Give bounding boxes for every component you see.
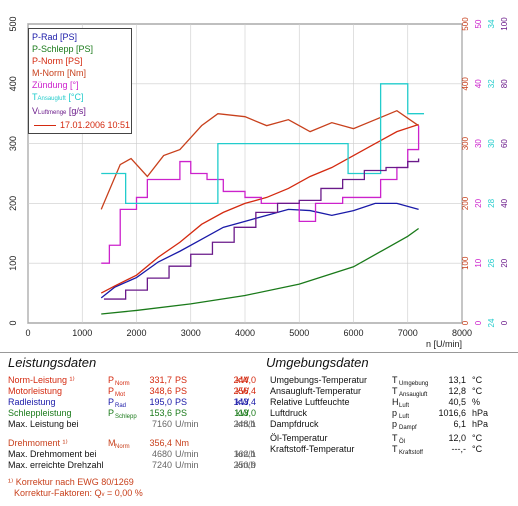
right-axis-tick-label: 30 — [487, 139, 496, 148]
legend-item: M-Norm [Nm] — [32, 68, 86, 78]
series-line — [101, 125, 420, 264]
legend-item: P-Schlepp [PS] — [32, 44, 94, 54]
series-line — [103, 158, 420, 300]
right-axis-tick-label: 400 — [461, 77, 470, 91]
performance-row: Norm-Leistung ¹⁾ P Norm 331,7 PS 244,0 kW — [8, 375, 256, 387]
right-axis-tick-label: 26 — [487, 258, 496, 267]
right-axis-tick-label: 20 — [500, 258, 509, 267]
right-axis-tick-label: 20 — [474, 198, 483, 207]
right-panel-title: Umgebungsdaten — [266, 355, 369, 370]
right-axis-tick-label: 40 — [500, 198, 509, 207]
performance-row: Max. Leistung bei 7160 U/min 248,1 km/h — [8, 419, 256, 429]
right-axis-tick-label: 80 — [500, 79, 509, 88]
y-tick-label: 400 — [8, 76, 18, 91]
x-tick-label: 8000 — [452, 328, 472, 338]
performance-row: Max. Drehmoment bei 4680 U/min 162,1 km/h — [8, 449, 256, 459]
y-tick-label: 500 — [8, 16, 18, 31]
legend-item: TAnsaugluft [°C] — [32, 92, 84, 102]
right-axis-tick-label: 60 — [500, 139, 509, 148]
x-tick-label: 1000 — [72, 328, 92, 338]
right-panel: Umgebungsdaten Umgebungs-Temperatur T Umge… — [258, 352, 518, 506]
series-line — [101, 83, 425, 205]
environment-row: Luftdruck p Luft 1016,6 hPa — [270, 408, 489, 420]
environment-row: Umgebungs-Temperatur T Umgebung 13,1 °C — [270, 375, 483, 387]
performance-row: Schleppleistung P Schlepp 153,6 PS 113,0 kW — [8, 408, 256, 420]
legend-item: P-Norm [PS] — [32, 56, 83, 66]
series-line — [101, 227, 419, 315]
right-axis-tick-label: 500 — [461, 17, 470, 31]
legend-item: P-Rad [PS] — [32, 32, 78, 42]
right-axis-tick-label: 32 — [487, 79, 496, 88]
footnote-2: Korrektur-Faktoren: Qv = 0,00 % — [14, 488, 143, 498]
left-panel-title: Leistungsdaten — [8, 355, 97, 370]
right-axis-tick-label: 0 — [474, 320, 483, 325]
x-tick-label: 7000 — [398, 328, 418, 338]
right-axis-tick-label: 0 — [500, 320, 509, 325]
performance-row: Drehmoment ¹⁾ M Norm 356,4 Nm — [8, 438, 189, 450]
right-axis-tick-label: 24 — [487, 318, 496, 327]
y-tick-label: 100 — [8, 256, 18, 271]
right-axis-tick-label: 200 — [461, 196, 470, 210]
x-tick-label: 3000 — [181, 328, 201, 338]
series-line — [100, 123, 419, 294]
right-axis-tick-label: 28 — [487, 198, 496, 207]
right-axis-tick-label: 100 — [461, 256, 470, 270]
legend-item: VLuftmenge [g/s] — [32, 106, 86, 116]
legend-date-line — [34, 125, 56, 126]
right-axis-tick-label: 10 — [474, 258, 483, 267]
legend-date: 17.01.2006 10:51 — [60, 120, 131, 130]
x-tick-label: 4000 — [235, 328, 255, 338]
performance-row: Motorleistung P Mot 348,6 PS 256,4 kW — [8, 386, 256, 398]
y-tick-label: 0 — [8, 320, 18, 325]
x-tick-label: 0 — [25, 328, 30, 338]
environment-row: Dampfdruck p Dampf 6,1 hPa — [270, 419, 489, 431]
environment-row: Ansaugluft-Temperatur T Ansaugluft 12,8 °C — [270, 386, 483, 398]
performance-row: Radleistung P Rad 195,0 PS 143,4 kW — [8, 397, 256, 409]
series-line — [100, 109, 419, 210]
footnote-1: ¹⁾ Korrektur nach EWG 80/1269 — [8, 477, 134, 487]
x-tick-label: 5000 — [289, 328, 309, 338]
right-axis-tick-label: 40 — [474, 79, 483, 88]
right-axis-tick-label: 0 — [461, 320, 470, 325]
right-axis-tick-label: 30 — [474, 139, 483, 148]
performance-row: Max. erreichte Drehzahl 7240 U/min 250,9 km/… — [8, 460, 256, 470]
x-tick-label: 6000 — [343, 328, 363, 338]
legend-item: Zündung [°] — [32, 80, 79, 90]
y-tick-label: 200 — [8, 196, 18, 211]
right-axis-tick-label: 300 — [461, 136, 470, 150]
environment-row: Kraftstoff-Temperatur T Kraftstoff ---,- °C — [270, 444, 483, 456]
dyno-chart: 0 1000 2000 3000 4000 5000 6000 7000 80000100200… — [8, 16, 509, 349]
right-axis-tick-label: 100 — [500, 17, 509, 31]
y-tick-label: 300 — [8, 136, 18, 151]
x-tick-label: 2000 — [126, 328, 146, 338]
right-axis-tick-label: 50 — [474, 19, 483, 28]
environment-row: Öl-Temperatur T Öl 12,0 °C — [270, 433, 483, 445]
x-axis-label: n [U/min] — [426, 339, 462, 349]
environment-row: Relative Luftfeuchte H Luft 40,5% — [270, 397, 481, 409]
chart-legend: P-Rad [PS] P-Schlepp [PS] P-Norm [PS] M-Nor… — [28, 28, 132, 134]
left-panel: Leistungsdaten Norm-Leistung ¹⁾ P Norm 331,… — [0, 352, 259, 506]
right-axis-tick-label: 34 — [487, 19, 496, 28]
